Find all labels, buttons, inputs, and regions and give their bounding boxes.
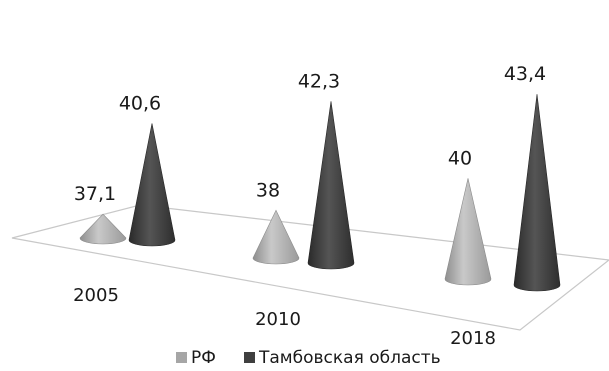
data-labels-layer: 37,1 40,6 38 42,3 40 43,4 bbox=[74, 63, 546, 205]
cone-tambov-2010 bbox=[307, 101, 355, 270]
cone-rf-2010 bbox=[252, 209, 300, 265]
data-label-rf-2005: 37,1 bbox=[74, 183, 116, 205]
cone-tambov-2018 bbox=[513, 94, 561, 292]
cone-rf-2005 bbox=[79, 213, 127, 245]
data-label-tambov-2018: 43,4 bbox=[504, 63, 546, 85]
cone-rf-2018 bbox=[444, 178, 492, 286]
legend-swatch-rf bbox=[176, 352, 187, 363]
data-label-rf-2018: 40 bbox=[448, 147, 472, 169]
data-label-tambov-2010: 42,3 bbox=[298, 70, 340, 92]
legend-label-tambov: Тамбовская область bbox=[258, 348, 441, 368]
data-label-tambov-2005: 40,6 bbox=[119, 92, 161, 114]
legend-swatch-tambov bbox=[244, 352, 255, 363]
category-labels-layer: 2005 2010 2018 bbox=[73, 285, 496, 349]
data-label-rf-2010: 38 bbox=[256, 179, 280, 201]
cone-tambov-2005 bbox=[128, 123, 176, 247]
cones-layer bbox=[79, 94, 561, 292]
legend-label-rf: РФ bbox=[191, 348, 216, 368]
category-label-2005: 2005 bbox=[73, 285, 119, 306]
legend: РФ Тамбовская область bbox=[176, 348, 441, 368]
category-label-2010: 2010 bbox=[255, 309, 301, 330]
category-label-2018: 2018 bbox=[450, 328, 496, 349]
